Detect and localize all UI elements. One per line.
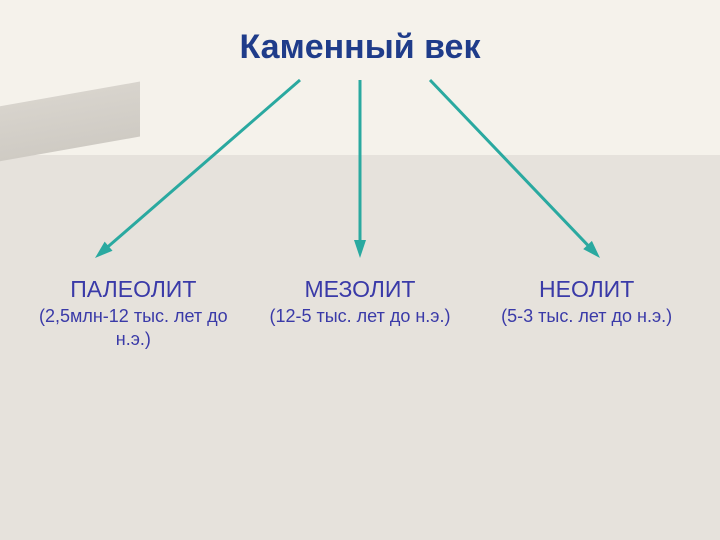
main-title: Каменный век [0, 28, 720, 67]
column-mezolit: МЕЗОЛИТ (12-5 тыс. лет до н.э.) [255, 276, 465, 350]
column-title: НЕОЛИТ [482, 276, 692, 303]
column-subtitle: (12-5 тыс. лет до н.э.) [255, 305, 465, 328]
column-title: ПАЛЕОЛИТ [28, 276, 238, 303]
column-neolit: НЕОЛИТ (5-3 тыс. лет до н.э.) [482, 276, 692, 350]
column-paleolit: ПАЛЕОЛИТ (2,5млн-12 тыс. лет до н.э.) [28, 276, 238, 350]
column-subtitle: (2,5млн-12 тыс. лет до н.э.) [28, 305, 238, 350]
column-title: МЕЗОЛИТ [255, 276, 465, 303]
column-subtitle: (5-3 тыс. лет до н.э.) [482, 305, 692, 328]
columns-container: ПАЛЕОЛИТ (2,5млн-12 тыс. лет до н.э.) МЕ… [0, 276, 720, 350]
